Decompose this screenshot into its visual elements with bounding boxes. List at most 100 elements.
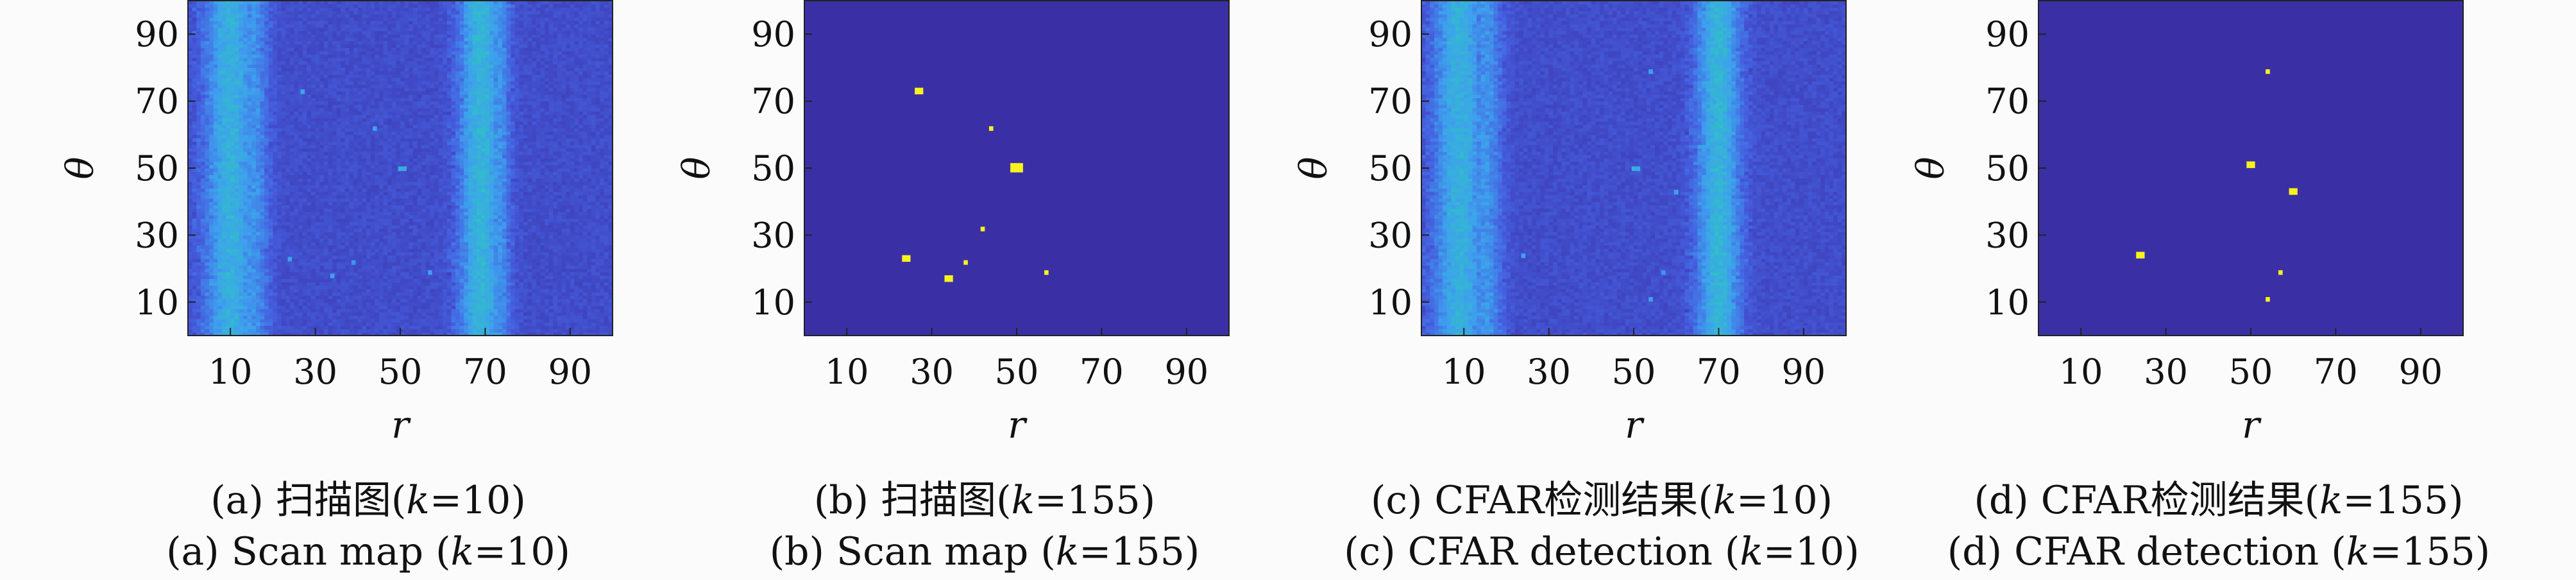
- heatmap-cell: [392, 74, 396, 78]
- heatmap-cell: [328, 225, 332, 229]
- heatmap-cell: [192, 195, 197, 199]
- heatmap-cell: [235, 195, 239, 199]
- heatmap-cell: [235, 144, 239, 148]
- heatmap-cell: [392, 316, 396, 320]
- heatmap-cell: [392, 269, 396, 273]
- heatmap-cell: [362, 34, 366, 38]
- heatmap-cell: [290, 44, 294, 48]
- heatmap-cell: [294, 74, 299, 78]
- heatmap-cell: [260, 155, 265, 158]
- heatmap-cell: [196, 4, 201, 8]
- heatmap-cell: [285, 215, 290, 219]
- heatmap-cell: [192, 41, 197, 45]
- heatmap-cell: [277, 31, 282, 35]
- heatmap-cell: [328, 58, 332, 62]
- heatmap-cell: [277, 165, 282, 169]
- heatmap-cell: [362, 148, 366, 152]
- heatmap-cell: [350, 232, 354, 235]
- heatmap-cell: [205, 85, 209, 89]
- heatmap-cell: [328, 195, 332, 199]
- heatmap-cell: [387, 151, 392, 155]
- heatmap-cell: [269, 55, 273, 58]
- heatmap-cell: [294, 205, 299, 209]
- heatmap-cell: [332, 78, 337, 81]
- heatmap-cell: [324, 132, 328, 135]
- heatmap-cell: [328, 121, 332, 125]
- heatmap-cell: [260, 94, 265, 98]
- heatmap-cell: [188, 325, 192, 329]
- heatmap-cell: [226, 278, 231, 282]
- heatmap-cell: [392, 171, 396, 175]
- heatmap-cell: [294, 4, 299, 8]
- heatmap-cell: [379, 242, 384, 246]
- heatmap-cell: [366, 272, 371, 276]
- heatmap-cell: [307, 11, 311, 15]
- heatmap-cell: [192, 128, 197, 132]
- heatmap-cell: [248, 275, 252, 279]
- heatmap-cell: [230, 175, 235, 178]
- heatmap-cell: [358, 262, 362, 266]
- heatmap-cell: [324, 88, 328, 92]
- heatmap-cell: [362, 242, 366, 246]
- heatmap-cell: [256, 265, 260, 269]
- heatmap-cell: [222, 111, 226, 115]
- heatmap-cell: [214, 78, 218, 81]
- heatmap-cell: [328, 235, 332, 239]
- heatmap-cell: [196, 21, 201, 24]
- heatmap-cell: [396, 64, 400, 68]
- heatmap-cell: [230, 51, 235, 55]
- heatmap-cell: [251, 262, 256, 266]
- heatmap-cell: [264, 269, 269, 273]
- heatmap-cell: [303, 295, 307, 299]
- heatmap-cell: [230, 242, 235, 246]
- heatmap-cell: [384, 124, 388, 128]
- heatmap-cell: [353, 81, 358, 85]
- heatmap-cell: [239, 71, 243, 75]
- heatmap-cell: [371, 31, 375, 35]
- heatmap-cell: [217, 34, 222, 38]
- heatmap-cell: [337, 205, 341, 209]
- heatmap-cell: [379, 198, 384, 202]
- heatmap-cell: [345, 58, 350, 62]
- heatmap-cell: [303, 55, 307, 58]
- heatmap-cell: [201, 24, 205, 28]
- heatmap-cell: [226, 64, 231, 68]
- heatmap-cell: [384, 175, 388, 178]
- heatmap-cell: [294, 325, 299, 329]
- heatmap-cell: [303, 74, 307, 78]
- heatmap-cell: [285, 55, 290, 58]
- heatmap-cell: [217, 299, 222, 303]
- heatmap-cell: [375, 24, 379, 28]
- heatmap-cell: [260, 118, 265, 122]
- heatmap-cell: [264, 14, 269, 18]
- heatmap-cell: [230, 78, 235, 81]
- heatmap-cell: [332, 322, 337, 326]
- heatmap-cell: [350, 218, 354, 222]
- heatmap-cell: [290, 74, 294, 78]
- heatmap-cell: [387, 24, 392, 28]
- heatmap-cell: [217, 309, 222, 312]
- heatmap-cell: [332, 289, 337, 293]
- heatmap-cell: [282, 302, 286, 306]
- heatmap-cell: [248, 67, 252, 71]
- heatmap-cell: [345, 144, 350, 148]
- heatmap-cell: [353, 132, 358, 135]
- heatmap-cell: [277, 41, 282, 45]
- heatmap-cell: [239, 275, 243, 279]
- heatmap-cell: [328, 11, 332, 15]
- heatmap-cell: [196, 91, 201, 95]
- heatmap-cell: [239, 319, 243, 323]
- heatmap-cell: [319, 218, 324, 222]
- heatmap-cell: [277, 185, 282, 189]
- heatmap-cell: [282, 209, 286, 212]
- heatmap-cell: [353, 108, 358, 112]
- heatmap-cell: [243, 108, 248, 112]
- heatmap-cell: [256, 135, 260, 139]
- heatmap-cell: [311, 121, 316, 125]
- heatmap-cell: [277, 182, 282, 185]
- heatmap-cell: [201, 81, 205, 85]
- heatmap-cell: [251, 105, 256, 108]
- heatmap-cell: [294, 118, 299, 122]
- heatmap-cell: [341, 37, 345, 41]
- heatmap-cell: [358, 34, 362, 38]
